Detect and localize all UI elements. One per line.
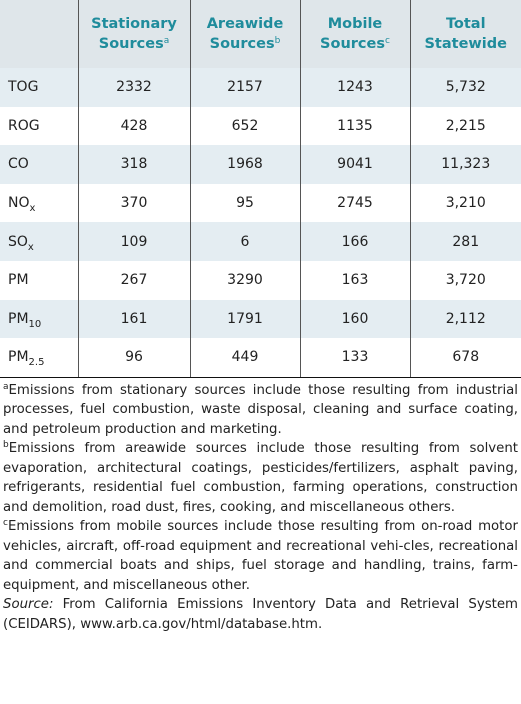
table-row: TOG 2332 2157 1243 5,732	[0, 68, 521, 107]
source-text: From California Emissions Inventory Data…	[3, 597, 518, 632]
row-label: PM2.5	[0, 338, 78, 378]
subscript: x	[27, 241, 34, 253]
source: Source: From California Emissions Invent…	[3, 595, 518, 634]
row-label: PM10	[0, 299, 78, 339]
header-cell: Mobile Sourcesc	[299, 0, 410, 68]
table-row: PM 267 3290 163 3,720	[0, 260, 521, 300]
cell: 2332	[77, 68, 190, 107]
cell: 161	[77, 299, 190, 339]
cell: 133	[299, 338, 410, 378]
table-header: Stationary Sourcesa Areawide Sourcesb Mobi…	[0, 0, 521, 68]
header-row: Stationary Sourcesa Areawide Sourcesb Mobi…	[0, 0, 521, 68]
cell-text: Total Statewide	[424, 16, 507, 52]
cell: 1135	[299, 106, 410, 146]
cell: 281	[409, 222, 521, 261]
cell: 2,112	[409, 299, 521, 339]
subscript: x	[29, 203, 36, 215]
cell: 2157	[189, 68, 300, 107]
table-row: SOx 109 6 166 281	[0, 222, 521, 261]
footnote-mark: a	[163, 36, 170, 46]
header-cell: Stationary Sourcesa	[77, 0, 190, 68]
source-label: Source:	[3, 597, 54, 613]
cell-text: PM	[8, 272, 29, 289]
cell-text: ROG	[8, 117, 40, 134]
footnote: bEmissions from areawide sources include…	[3, 439, 518, 517]
cell: 96	[77, 338, 190, 378]
row-label: SOx	[0, 222, 78, 261]
header-cell: Total Statewide	[409, 0, 521, 68]
cell-text: TOG	[8, 79, 39, 96]
cell: 95	[189, 183, 300, 223]
table-row: CO 318 1968 9041 11,323	[0, 145, 521, 184]
footnote: aEmissions from stationary sources inclu…	[3, 381, 518, 440]
table-body: TOG 2332 2157 1243 5,732 ROG 428 652 1135 2,215 CO…	[0, 68, 521, 378]
cell-text: CO	[8, 156, 29, 173]
cell: 109	[77, 222, 190, 261]
table-row: PM10 161 1791 160 2,112	[0, 299, 521, 339]
footnote-text: Emissions from mobile sources include th…	[3, 519, 518, 593]
cell: 3,720	[409, 260, 521, 300]
footnote-mark: b	[3, 440, 9, 451]
cell: 1968	[189, 145, 300, 184]
cell: 652	[189, 106, 300, 146]
cell: 2745	[299, 183, 410, 223]
cell: 9041	[299, 145, 410, 184]
header-cell: Areawide Sourcesb	[189, 0, 300, 68]
cell-text: Mobile Sources	[320, 16, 385, 52]
cell: 428	[77, 106, 190, 146]
footnote-text: Emissions from areawide sources include …	[3, 441, 518, 515]
cell: 2,215	[409, 106, 521, 146]
cell: 1243	[299, 68, 410, 107]
row-label: NOx	[0, 183, 78, 223]
subscript: 2.5	[28, 357, 45, 369]
cell: 3,210	[409, 183, 521, 223]
cell: 6	[189, 222, 300, 261]
emissions-table: Stationary Sourcesa Areawide Sourcesb Mobi…	[0, 0, 521, 378]
cell: 370	[77, 183, 190, 223]
footnote-text: Emissions from stationary sources includ…	[3, 382, 518, 437]
cell: 267	[77, 260, 190, 300]
notes: aEmissions from stationary sources inclu…	[0, 378, 521, 635]
row-label: TOG	[0, 68, 78, 107]
footnote-mark: c	[385, 36, 390, 46]
cell-text: NO	[8, 195, 30, 212]
table-row: PM2.5 96 449 133 678	[0, 338, 521, 378]
cell-text: SO	[8, 233, 28, 250]
cell-text: PM	[8, 349, 29, 366]
cell-text: PM	[8, 310, 29, 327]
row-label: CO	[0, 145, 78, 184]
cell-text: Stationary Sources	[91, 16, 177, 52]
cell: 449	[189, 338, 300, 378]
header-cell	[0, 0, 78, 68]
footnote-mark: a	[3, 381, 9, 392]
cell: 318	[77, 145, 190, 184]
footnote-mark: b	[274, 36, 281, 46]
cell-text: Areawide Sources	[206, 16, 284, 52]
cell: 163	[299, 260, 410, 300]
cell: 1791	[189, 299, 300, 339]
cell: 11,323	[409, 145, 521, 184]
table-row: ROG 428 652 1135 2,215	[0, 106, 521, 146]
cell: 3290	[189, 260, 300, 300]
footnote-mark: c	[3, 518, 8, 529]
cell: 5,732	[409, 68, 521, 107]
footnote: cEmissions from mobile sources include t…	[3, 517, 518, 595]
cell: 160	[299, 299, 410, 339]
cell: 678	[409, 338, 521, 378]
row-label: PM	[0, 260, 78, 300]
row-label: ROG	[0, 106, 78, 146]
table-row: NOx 370 95 2745 3,210	[0, 183, 521, 223]
cell: 166	[299, 222, 410, 261]
subscript: 10	[28, 318, 42, 330]
